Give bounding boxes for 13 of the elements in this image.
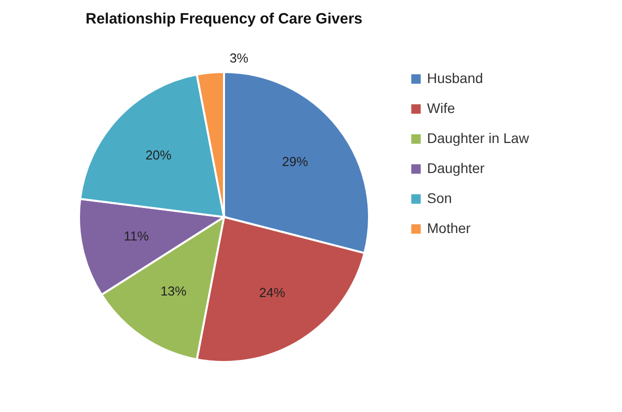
chart-title: Relationship Frequency of Care Givers [86, 10, 362, 28]
data-label: 29% [282, 154, 308, 169]
legend-label: Mother [427, 220, 471, 236]
data-label: 11% [124, 228, 150, 244]
legend-label: Husband [427, 70, 484, 86]
data-label: 20% [145, 147, 172, 162]
data-label: 24% [259, 284, 286, 300]
data-label: 3% [230, 50, 249, 66]
legend-label: Daughter in Law [427, 130, 530, 146]
data-label: 13% [160, 283, 187, 298]
legend-label: Wife [427, 100, 456, 116]
legend-label: Daughter [427, 160, 485, 176]
legend-label: Son [427, 190, 452, 206]
